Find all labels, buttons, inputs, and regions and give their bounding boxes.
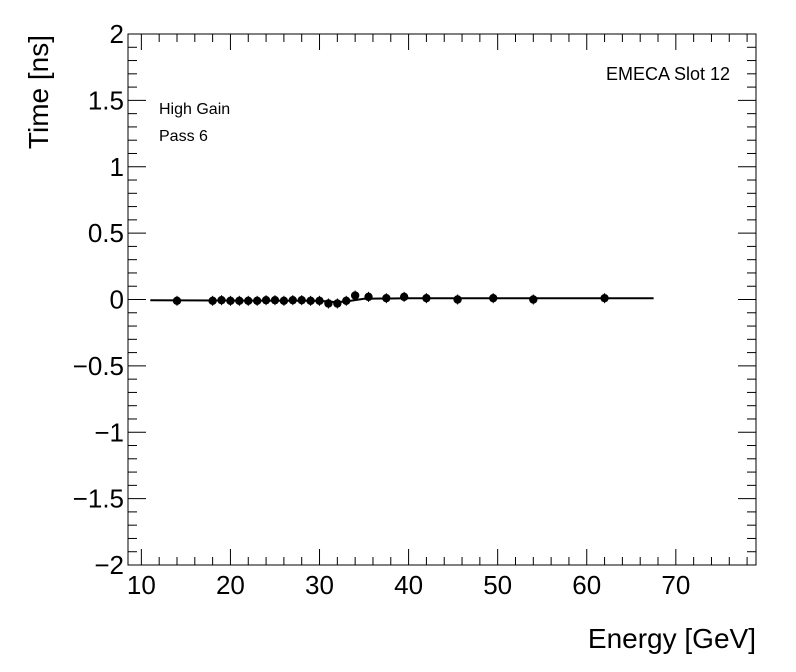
- x-tick-label: 20: [216, 570, 245, 600]
- annotation-high-gain: High Gain: [159, 101, 230, 118]
- data-point: [261, 295, 271, 305]
- data-point: [172, 296, 182, 306]
- data-point: [324, 299, 333, 308]
- x-tick-label: 50: [483, 570, 512, 600]
- data-point: [315, 296, 324, 306]
- data-point: [226, 296, 235, 306]
- x-tick-label: 70: [661, 570, 690, 600]
- x-axis-label: Energy [GeV]: [588, 623, 756, 654]
- y-axis-label: Time [ns]: [23, 35, 54, 149]
- y-tick-label: −1.5: [73, 484, 124, 514]
- data-point: [288, 295, 297, 305]
- data-point: [279, 296, 289, 306]
- data-point: [235, 296, 244, 306]
- data-point: [252, 296, 262, 306]
- x-tick-label: 40: [394, 570, 423, 600]
- data-point: [342, 296, 351, 306]
- data-point: [422, 293, 431, 303]
- y-tick-label: 1.5: [88, 85, 124, 115]
- chart-title: EMECA Slot 12: [606, 64, 730, 84]
- data-point: [350, 291, 360, 300]
- data-point: [306, 296, 315, 306]
- ticks-layer: [128, 33, 756, 566]
- data-point: [399, 292, 409, 302]
- data-point: [270, 295, 280, 305]
- data-point: [453, 295, 462, 304]
- annotation-pass: Pass 6: [159, 128, 208, 145]
- y-tick-label: 0.5: [88, 218, 124, 248]
- data-point: [382, 293, 391, 303]
- data-point: [364, 292, 373, 302]
- data-point: [489, 293, 498, 303]
- data-point: [600, 293, 609, 303]
- data-point: [217, 295, 226, 305]
- y-tick-label: 0: [110, 285, 124, 315]
- y-tick-label: −0.5: [73, 351, 124, 381]
- data-point: [244, 296, 253, 306]
- data-point: [529, 295, 538, 304]
- data-point: [333, 299, 342, 308]
- y-tick-label: −2: [94, 550, 124, 580]
- points-layer: [172, 290, 609, 309]
- data-point: [297, 295, 306, 305]
- x-tick-label: 60: [572, 570, 601, 600]
- y-tick-label: 2: [110, 19, 124, 49]
- x-tick-label: 10: [127, 570, 156, 600]
- y-tick-label: −1: [94, 417, 124, 447]
- data-point: [208, 296, 217, 306]
- y-tick-label: 1: [110, 152, 124, 182]
- x-tick-label: 30: [305, 570, 334, 600]
